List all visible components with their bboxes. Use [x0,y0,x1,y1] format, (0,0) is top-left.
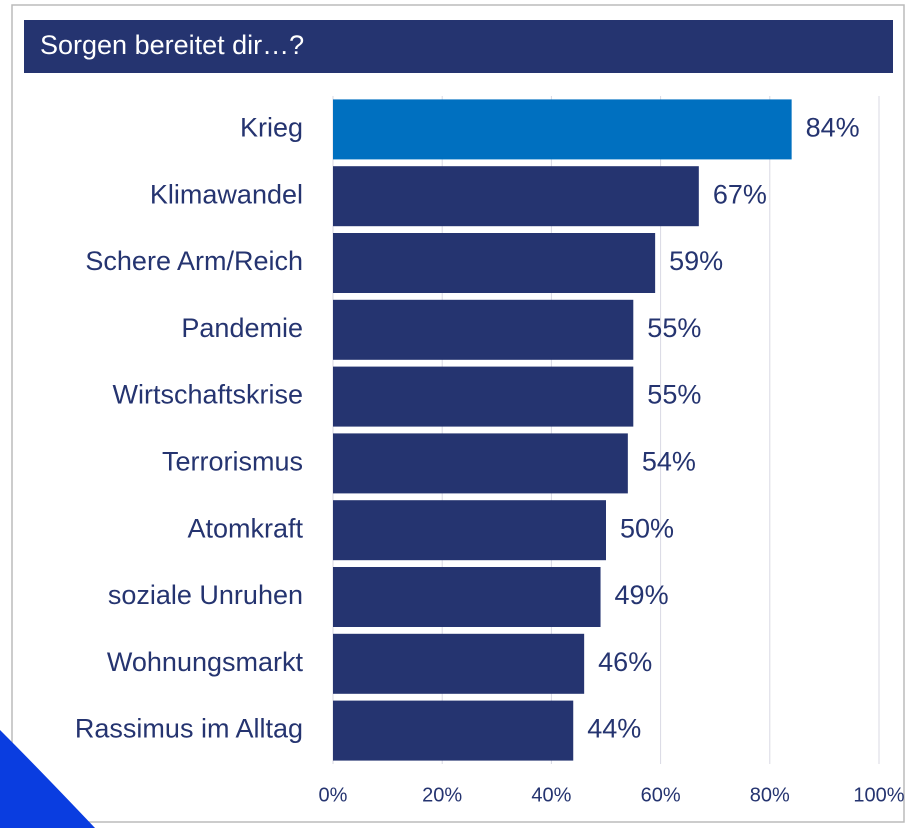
value-label: 67% [713,179,767,209]
bar [333,433,628,494]
x-tick-label: 60% [641,784,681,806]
category-label: Schere Arm/Reich [85,246,303,276]
category-label: Atomkraft [187,513,303,543]
value-label: 50% [620,513,674,543]
category-label: Krieg [240,113,303,143]
bar [333,366,634,427]
category-label: Pandemie [181,313,303,343]
value-label: 59% [669,246,723,276]
x-tick-label: 20% [422,784,462,806]
bar [333,633,585,694]
value-label: 55% [647,313,701,343]
x-tick-label: 100% [853,784,904,806]
category-label: Wirtschaftskrise [112,380,303,410]
x-tick-label: 80% [750,784,790,806]
value-label: 49% [615,580,669,610]
bar [333,500,606,561]
category-label: Wohnungsmarkt [107,647,304,677]
value-label: 84% [806,113,860,143]
value-label: 55% [647,380,701,410]
chart-title: Sorgen bereitet dir…? [40,30,304,60]
value-label: 44% [587,714,641,744]
x-tick-label: 40% [531,784,571,806]
value-label: 46% [598,647,652,677]
title-bar [24,20,893,73]
bar [333,166,699,227]
decoration [0,730,95,828]
bar [333,567,601,627]
bar [333,233,656,293]
bar [333,99,792,160]
category-label: Terrorismus [162,447,303,477]
value-label: 54% [642,447,696,477]
category-label: soziale Unruhen [108,580,303,610]
bar [333,299,634,360]
category-label: Klimawandel [150,179,303,209]
bar [333,700,574,761]
category-label: Rassimus im Alltag [75,714,303,744]
x-tick-label: 0% [319,784,348,806]
